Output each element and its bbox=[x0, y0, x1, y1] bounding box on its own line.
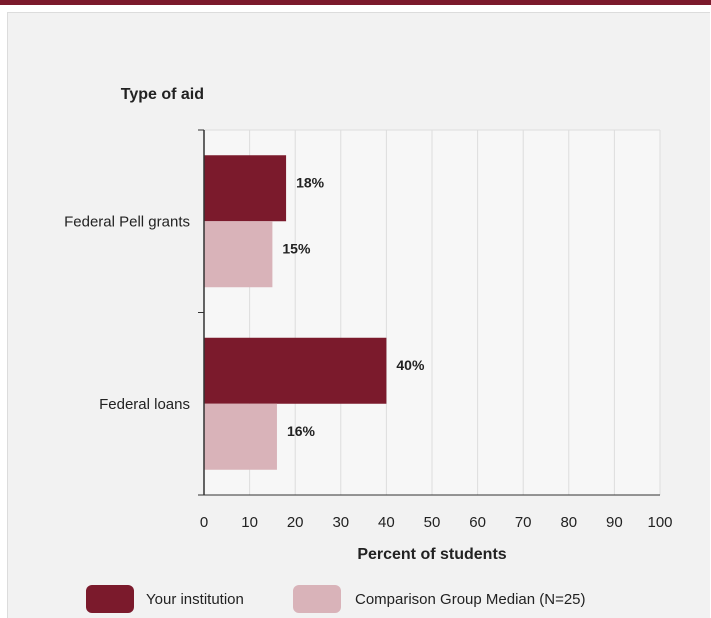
legend-swatch-your-institution bbox=[86, 585, 134, 613]
category-label: Federal Pell grants bbox=[64, 213, 190, 230]
data-label: 18% bbox=[296, 174, 325, 190]
x-tick-label: 20 bbox=[287, 514, 304, 531]
bar-comparison-median bbox=[204, 221, 273, 288]
gridlines bbox=[204, 129, 661, 495]
bar-your-institution bbox=[204, 337, 387, 404]
x-tick-label: 100 bbox=[647, 514, 672, 531]
bars bbox=[204, 155, 387, 470]
x-tick-label: 10 bbox=[241, 514, 258, 531]
labels: 0 10 20 30 40 50 60 70 80 90 100 Federal Pell grant… bbox=[64, 174, 672, 531]
x-axis-title: Percent of students bbox=[357, 546, 506, 563]
axes bbox=[198, 129, 660, 496]
legend-label-comparison-median: Comparison Group Median (N=25) bbox=[355, 591, 586, 608]
legend-label-your-institution: Your institution bbox=[146, 591, 244, 608]
x-tick-label: 40 bbox=[378, 514, 395, 531]
x-tick-label: 50 bbox=[424, 514, 441, 531]
category-label: Federal loans bbox=[99, 396, 190, 413]
legend: Your institution Comparison Group Median… bbox=[86, 585, 586, 613]
x-tick-label: 60 bbox=[469, 514, 486, 531]
legend-swatch-comparison-median bbox=[293, 585, 341, 613]
x-tick-label: 80 bbox=[560, 514, 577, 531]
x-tick-label: 90 bbox=[606, 514, 623, 531]
x-tick-label: 70 bbox=[515, 514, 532, 531]
bar-comparison-median bbox=[204, 403, 277, 470]
y-axis-title: Type of aid bbox=[121, 86, 204, 103]
data-label: 16% bbox=[287, 423, 316, 439]
top-accent-bar bbox=[0, 0, 711, 5]
data-label: 15% bbox=[282, 240, 311, 256]
x-tick-label: 30 bbox=[332, 514, 349, 531]
x-tick-label: 0 bbox=[200, 514, 208, 531]
data-label: 40% bbox=[396, 357, 425, 373]
bar-your-institution bbox=[204, 155, 287, 222]
